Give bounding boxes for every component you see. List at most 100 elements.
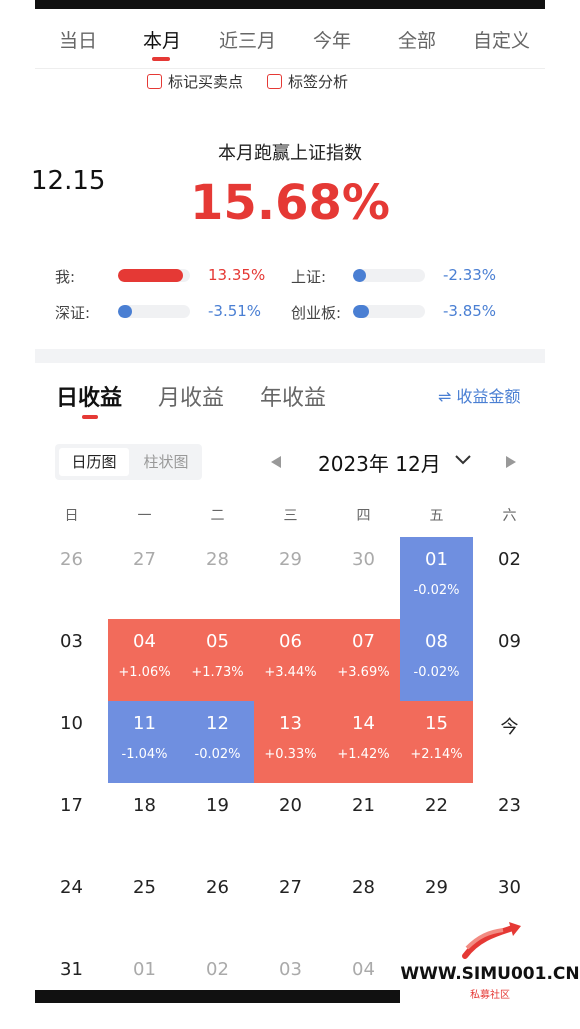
calendar-day-cell[interactable]: 27	[254, 865, 327, 947]
calendar-day-cell[interactable]: 13 +0.33%	[254, 701, 327, 783]
stat-bar-chinext	[353, 305, 425, 318]
calendar-day-cell[interactable]: 29	[254, 537, 327, 619]
weekday-label: 三	[283, 508, 298, 524]
outperformance-percent: 15.68%	[190, 175, 390, 231]
calendar-day-cell[interactable]: 28	[181, 537, 254, 619]
tag-analysis-checkbox[interactable]: 标签分析	[267, 71, 348, 92]
calendar-day-cell[interactable]: 06 +3.44%	[254, 619, 327, 701]
day-number: 30	[498, 877, 521, 898]
day-return: +1.06%	[118, 665, 171, 680]
day-number: 11	[133, 713, 156, 734]
chevron-down-icon[interactable]	[454, 453, 472, 467]
checkbox-box	[147, 74, 162, 89]
day-number: 03	[279, 959, 302, 980]
day-number: 19	[206, 795, 229, 816]
day-number: 23	[498, 795, 521, 816]
calendar-day-cell[interactable]: 01	[108, 947, 181, 1029]
calendar-day-cell[interactable]: 30	[473, 865, 546, 947]
calendar-day-cell[interactable]: 30	[327, 537, 400, 619]
calendar-day-cell[interactable]: 29	[400, 865, 473, 947]
day-number: 30	[352, 549, 375, 570]
tab-period-1[interactable]: 本月	[143, 30, 182, 52]
date-label: 12.15	[31, 166, 106, 196]
stat-bar-shenzhen	[118, 305, 190, 318]
tab-daily-profit[interactable]: 日收益	[56, 386, 123, 411]
tab-period-0[interactable]: 当日	[59, 30, 98, 52]
day-number: 14	[352, 713, 375, 734]
watermark-text: WWW.SIMU001.CN	[400, 960, 580, 988]
checkbox-label: 标记买卖点	[168, 73, 244, 91]
calendar-day-cell[interactable]: 25	[108, 865, 181, 947]
calendar-day-cell[interactable]: 15 +2.14%	[400, 701, 473, 783]
calendar-day-cell[interactable]: 11 -1.04%	[108, 701, 181, 783]
calendar-day-cell[interactable]: 07 +3.69%	[327, 619, 400, 701]
calendar-day-cell[interactable]: 17	[35, 783, 108, 865]
watermark-subtext: 私募社区	[470, 990, 510, 1001]
status-bar	[35, 0, 545, 9]
calendar-day-cell[interactable]: 今	[473, 701, 546, 783]
next-month-icon[interactable]	[505, 455, 517, 469]
month-title[interactable]: 2023年 12月	[318, 452, 441, 476]
calendar-day-cell[interactable]: 23	[473, 783, 546, 865]
stat-label-chinext: 创业板:	[291, 304, 342, 322]
stat-bar-shanghai	[353, 269, 425, 282]
tab-period-3[interactable]: 今年	[313, 30, 352, 52]
tab-monthly-profit[interactable]: 月收益	[158, 386, 225, 411]
day-number: 今	[500, 717, 519, 738]
stat-value-me: 13.35%	[208, 266, 266, 284]
calendar-day-cell[interactable]: 04 +1.06%	[108, 619, 181, 701]
weekday-label: 日	[64, 508, 79, 524]
stat-bar-fill	[118, 269, 183, 282]
calendar-day-cell[interactable]: 09	[473, 619, 546, 701]
day-number: 28	[206, 549, 229, 570]
calendar-day-cell[interactable]: 22	[400, 783, 473, 865]
calendar-day-cell[interactable]: 20	[254, 783, 327, 865]
calendar-day-cell[interactable]: 26	[181, 865, 254, 947]
tab-period-5[interactable]: 自定义	[473, 30, 531, 52]
weekday-label: 二	[210, 508, 225, 524]
day-number: 12	[206, 713, 229, 734]
day-number: 08	[425, 631, 448, 652]
stat-bar-fill	[353, 269, 366, 282]
bar-view-button[interactable]: 柱状图	[143, 453, 189, 471]
calendar-day-cell[interactable]: 05 +1.73%	[181, 619, 254, 701]
calendar-day-cell[interactable]: 08 -0.02%	[400, 619, 473, 701]
stat-bar-fill	[118, 305, 132, 318]
calendar-day-cell[interactable]: 10	[35, 701, 108, 783]
calendar-day-cell[interactable]: 24	[35, 865, 108, 947]
tab-period-4[interactable]: 全部	[398, 30, 437, 52]
profit-amount-toggle[interactable]: ⇌ 收益金额	[438, 387, 521, 406]
calendar-day-cell[interactable]: 14 +1.42%	[327, 701, 400, 783]
day-return: +3.44%	[264, 665, 317, 680]
day-number: 26	[60, 549, 83, 570]
calendar-day-cell[interactable]: 27	[108, 537, 181, 619]
calendar-day-cell[interactable]: 21	[327, 783, 400, 865]
calendar-day-cell[interactable]: 02	[473, 537, 546, 619]
period-tabs: 当日 本月 近三月 今年 全部 自定义	[35, 22, 545, 62]
watermark-logo-icon	[462, 922, 521, 959]
calendar-day-cell[interactable]: 31	[35, 947, 108, 1029]
calendar-day-cell[interactable]: 26	[35, 537, 108, 619]
calendar-day-cell[interactable]: 03	[254, 947, 327, 1029]
day-number: 18	[133, 795, 156, 816]
day-number: 04	[352, 959, 375, 980]
mark-trade-points-checkbox[interactable]: 标记买卖点	[147, 71, 243, 92]
day-number: 04	[133, 631, 156, 652]
tab-period-2[interactable]: 近三月	[219, 30, 277, 52]
tab-yearly-profit[interactable]: 年收益	[260, 386, 327, 411]
day-number: 05	[206, 631, 229, 652]
day-number: 29	[425, 877, 448, 898]
calendar-day-cell[interactable]: 12 -0.02%	[181, 701, 254, 783]
calendar-day-cell[interactable]: 03	[35, 619, 108, 701]
calendar-day-cell[interactable]: 02	[181, 947, 254, 1029]
calendar-day-cell[interactable]: 01 -0.02%	[400, 537, 473, 619]
active-subtab-indicator	[82, 415, 98, 419]
calendar-day-cell[interactable]: 18	[108, 783, 181, 865]
calendar-view-button[interactable]: 日历图	[59, 448, 129, 476]
day-number: 01	[425, 549, 448, 570]
calendar-day-cell[interactable]: 04	[327, 947, 400, 1029]
calendar-day-cell[interactable]: 28	[327, 865, 400, 947]
calendar-day-cell[interactable]: 19	[181, 783, 254, 865]
prev-month-icon[interactable]	[270, 455, 282, 469]
day-number: 06	[279, 631, 302, 652]
